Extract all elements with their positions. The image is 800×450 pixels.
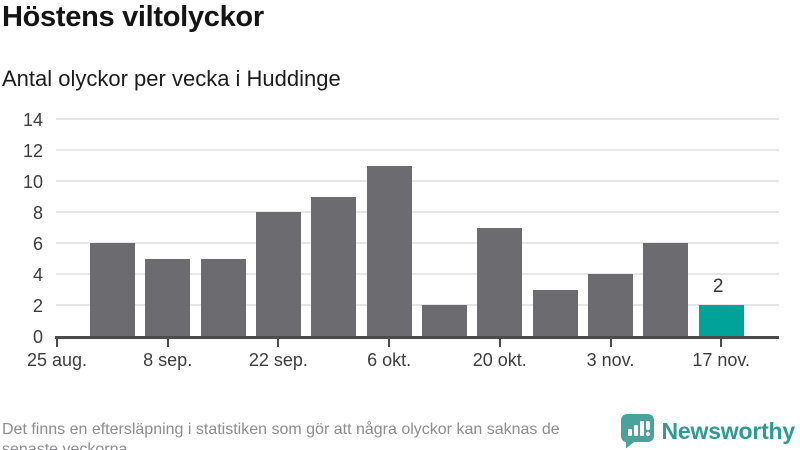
gridline-y-2 (56, 304, 779, 307)
x-axis-tick (720, 339, 723, 347)
x-axis-tick-label: 6 okt. (367, 350, 412, 370)
newsworthy-brand: Newsworthy (620, 413, 795, 449)
x-axis-tick (388, 339, 391, 347)
gridline-y-10 (56, 180, 779, 183)
x-axis-tick-label: 8 sep. (143, 350, 193, 370)
y-axis-tick-label: 2 (32, 296, 43, 317)
x-axis-tick-label: 17 nov. (692, 350, 751, 370)
x-axis-tick (277, 339, 280, 347)
bar-week-5 (311, 196, 357, 336)
gridline-y-4 (56, 273, 779, 276)
newsworthy-logo-icon (620, 414, 654, 449)
y-axis-tick-label: 14 (22, 110, 43, 131)
gridline-y-6 (56, 242, 779, 245)
bar-week-11 (643, 243, 689, 336)
y-axis-tick-label: 4 (32, 265, 43, 286)
gridline-y-14 (56, 118, 779, 121)
x-axis-tick-label: 22 sep. (248, 350, 308, 370)
newsworthy-brand-name: Newsworthy (661, 417, 796, 444)
bar-week-10 (588, 274, 633, 336)
x-axis-tick-label: 25 aug. (26, 350, 88, 370)
footer-note-line2: senaste veckorna. (2, 441, 132, 450)
bar-week-1 (89, 243, 135, 336)
footer-note-line1: Det finns en eftersläpning i statistiken… (2, 421, 560, 438)
chart-subtitle: Antal olyckor per vecka i Huddinge (2, 66, 341, 91)
x-axis-tick (609, 339, 612, 347)
y-axis-tick-label: 6 (32, 234, 43, 255)
bar-value-label: 2 (712, 276, 724, 298)
x-axis-tick (56, 339, 58, 347)
bar-week-8 (477, 227, 523, 336)
gridline-y-8 (56, 211, 779, 214)
footer-note: Det finns en eftersläpning i statistiken… (2, 420, 560, 450)
y-axis-tick-label: 0 (32, 327, 43, 347)
bar-week-12 (698, 305, 744, 336)
x-axis-tick (166, 339, 169, 347)
bar-week-7 (421, 305, 467, 336)
bar-week-6 (366, 165, 412, 336)
bar-week-3 (200, 258, 246, 336)
y-axis-tick-label: 10 (22, 172, 43, 193)
chart-title: Höstens viltolyckor (2, 1, 264, 33)
y-axis-tick-label: 8 (32, 203, 43, 224)
x-axis-tick-label: 3 nov. (586, 350, 635, 370)
x-axis-tick (498, 339, 501, 347)
y-axis-tick-label: 12 (22, 141, 43, 162)
bar-week-2 (145, 258, 191, 336)
gridline-y-12 (56, 149, 779, 152)
x-axis-tick-label: 20 okt. (472, 350, 527, 370)
x-axis-line (55, 336, 779, 339)
bar-week-9 (532, 289, 578, 336)
bar-week-4 (255, 212, 301, 336)
